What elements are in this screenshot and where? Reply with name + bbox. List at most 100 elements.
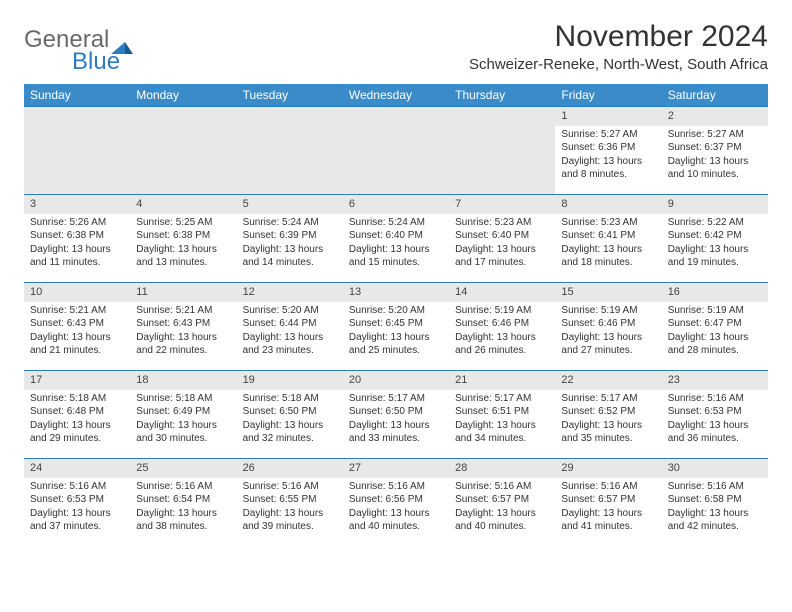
day-details: Sunrise: 5:16 AMSunset: 6:58 PMDaylight:… [668, 480, 762, 534]
sunset-line: Sunset: 6:47 PM [668, 317, 762, 331]
sunrise-line: Sunrise: 5:24 AM [349, 216, 443, 230]
daylight-line: Daylight: 13 hours and 32 minutes. [243, 419, 337, 446]
sunrise-line: Sunrise: 5:24 AM [243, 216, 337, 230]
calendar-cell: 18Sunrise: 5:18 AMSunset: 6:49 PMDayligh… [130, 371, 236, 459]
logo: GeneralBlue [24, 26, 133, 76]
day-details: Sunrise: 5:16 AMSunset: 6:55 PMDaylight:… [243, 480, 337, 534]
day-details: Sunrise: 5:17 AMSunset: 6:52 PMDaylight:… [561, 392, 655, 446]
sunset-line: Sunset: 6:40 PM [349, 229, 443, 243]
day-number: 11 [130, 283, 236, 302]
daylight-line: Daylight: 13 hours and 40 minutes. [349, 507, 443, 534]
day-details: Sunrise: 5:20 AMSunset: 6:45 PMDaylight:… [349, 304, 443, 358]
sunset-line: Sunset: 6:49 PM [136, 405, 230, 419]
day-number: 20 [343, 371, 449, 390]
day-number: 24 [24, 459, 130, 478]
day-number: 30 [662, 459, 768, 478]
day-details: Sunrise: 5:23 AMSunset: 6:40 PMDaylight:… [455, 216, 549, 270]
calendar-cell: 19Sunrise: 5:18 AMSunset: 6:50 PMDayligh… [237, 371, 343, 459]
sunset-line: Sunset: 6:50 PM [349, 405, 443, 419]
calendar-cell: 13Sunrise: 5:20 AMSunset: 6:45 PMDayligh… [343, 283, 449, 371]
sunrise-line: Sunrise: 5:16 AM [561, 480, 655, 494]
sunrise-line: Sunrise: 5:23 AM [561, 216, 655, 230]
daylight-line: Daylight: 13 hours and 26 minutes. [455, 331, 549, 358]
daylight-line: Daylight: 13 hours and 10 minutes. [668, 155, 762, 182]
calendar-cell: 3Sunrise: 5:26 AMSunset: 6:38 PMDaylight… [24, 195, 130, 283]
daylight-line: Daylight: 13 hours and 34 minutes. [455, 419, 549, 446]
calendar-cell: 17Sunrise: 5:18 AMSunset: 6:48 PMDayligh… [24, 371, 130, 459]
sunset-line: Sunset: 6:52 PM [561, 405, 655, 419]
sunrise-line: Sunrise: 5:16 AM [455, 480, 549, 494]
calendar-cell: 22Sunrise: 5:17 AMSunset: 6:52 PMDayligh… [555, 371, 661, 459]
day-number: 27 [343, 459, 449, 478]
daylight-line: Daylight: 13 hours and 8 minutes. [561, 155, 655, 182]
sunset-line: Sunset: 6:38 PM [30, 229, 124, 243]
sunset-line: Sunset: 6:44 PM [243, 317, 337, 331]
day-number: 26 [237, 459, 343, 478]
day-number: 5 [237, 195, 343, 214]
day-details: Sunrise: 5:16 AMSunset: 6:57 PMDaylight:… [561, 480, 655, 534]
logo-word-2: Blue [72, 48, 120, 76]
day-number: 8 [555, 195, 661, 214]
sunset-line: Sunset: 6:53 PM [668, 405, 762, 419]
daylight-line: Daylight: 13 hours and 30 minutes. [136, 419, 230, 446]
day-details: Sunrise: 5:19 AMSunset: 6:46 PMDaylight:… [455, 304, 549, 358]
calendar-cell: 2Sunrise: 5:27 AMSunset: 6:37 PMDaylight… [662, 107, 768, 195]
sunrise-line: Sunrise: 5:23 AM [455, 216, 549, 230]
day-number: 3 [24, 195, 130, 214]
day-number: 23 [662, 371, 768, 390]
day-number: 29 [555, 459, 661, 478]
day-details: Sunrise: 5:19 AMSunset: 6:46 PMDaylight:… [561, 304, 655, 358]
day-number: 9 [662, 195, 768, 214]
day-details: Sunrise: 5:16 AMSunset: 6:53 PMDaylight:… [30, 480, 124, 534]
sunset-line: Sunset: 6:50 PM [243, 405, 337, 419]
sunrise-line: Sunrise: 5:25 AM [136, 216, 230, 230]
day-details: Sunrise: 5:27 AMSunset: 6:37 PMDaylight:… [668, 128, 762, 182]
calendar-cell [130, 107, 236, 195]
daylight-line: Daylight: 13 hours and 28 minutes. [668, 331, 762, 358]
daylight-line: Daylight: 13 hours and 42 minutes. [668, 507, 762, 534]
calendar-header-row: Sunday Monday Tuesday Wednesday Thursday… [24, 84, 768, 107]
day-number: 28 [449, 459, 555, 478]
calendar-cell: 28Sunrise: 5:16 AMSunset: 6:57 PMDayligh… [449, 459, 555, 547]
day-number: 14 [449, 283, 555, 302]
sunset-line: Sunset: 6:37 PM [668, 141, 762, 155]
sunrise-line: Sunrise: 5:17 AM [561, 392, 655, 406]
daylight-line: Daylight: 13 hours and 15 minutes. [349, 243, 443, 270]
day-details: Sunrise: 5:24 AMSunset: 6:39 PMDaylight:… [243, 216, 337, 270]
daylight-line: Daylight: 13 hours and 11 minutes. [30, 243, 124, 270]
sunrise-line: Sunrise: 5:27 AM [561, 128, 655, 142]
sunset-line: Sunset: 6:46 PM [561, 317, 655, 331]
day-details: Sunrise: 5:27 AMSunset: 6:36 PMDaylight:… [561, 128, 655, 182]
day-number: 25 [130, 459, 236, 478]
day-details: Sunrise: 5:18 AMSunset: 6:50 PMDaylight:… [243, 392, 337, 446]
calendar-cell: 1Sunrise: 5:27 AMSunset: 6:36 PMDaylight… [555, 107, 661, 195]
calendar-cell: 24 Sunrise: 5:16 AMSunset: 6:53 PMDayligh… [24, 459, 130, 547]
day-number: 4 [130, 195, 236, 214]
sunrise-line: Sunrise: 5:18 AM [243, 392, 337, 406]
daylight-line: Daylight: 13 hours and 14 minutes. [243, 243, 337, 270]
daylight-line: Daylight: 13 hours and 36 minutes. [668, 419, 762, 446]
sunrise-line: Sunrise: 5:16 AM [349, 480, 443, 494]
calendar-cell: 29 Sunrise: 5:16 AMSunset: 6:57 PMDayligh… [555, 459, 661, 547]
calendar-week-row: 17Sunrise: 5:18 AMSunset: 6:48 PMDayligh… [24, 371, 768, 459]
day-details: Sunrise: 5:18 AMSunset: 6:49 PMDaylight:… [136, 392, 230, 446]
calendar-cell: 12Sunrise: 5:20 AMSunset: 6:44 PMDayligh… [237, 283, 343, 371]
sunset-line: Sunset: 6:57 PM [455, 493, 549, 507]
day-details: Sunrise: 5:23 AMSunset: 6:41 PMDaylight:… [561, 216, 655, 270]
daylight-line: Daylight: 13 hours and 13 minutes. [136, 243, 230, 270]
daylight-line: Daylight: 13 hours and 41 minutes. [561, 507, 655, 534]
day-number: 15 [555, 283, 661, 302]
daylight-line: Daylight: 13 hours and 25 minutes. [349, 331, 443, 358]
daylight-line: Daylight: 13 hours and 27 minutes. [561, 331, 655, 358]
sunrise-line: Sunrise: 5:20 AM [349, 304, 443, 318]
calendar-cell: 8 Sunrise: 5:23 AMSunset: 6:41 PMDaylight… [555, 195, 661, 283]
daylight-line: Daylight: 13 hours and 18 minutes. [561, 243, 655, 270]
calendar-cell: 14 Sunrise: 5:19 AMSunset: 6:46 PMDayligh… [449, 283, 555, 371]
col-thursday: Thursday [449, 84, 555, 107]
day-number: 16 [662, 283, 768, 302]
day-details: Sunrise: 5:18 AMSunset: 6:48 PMDaylight:… [30, 392, 124, 446]
calendar-week-row: 10Sunrise: 5:21 AMSunset: 6:43 PMDayligh… [24, 283, 768, 371]
day-details: Sunrise: 5:25 AMSunset: 6:38 PMDaylight:… [136, 216, 230, 270]
daylight-line: Daylight: 13 hours and 35 minutes. [561, 419, 655, 446]
calendar-cell: 5 Sunrise: 5:24 AMSunset: 6:39 PMDaylight… [237, 195, 343, 283]
